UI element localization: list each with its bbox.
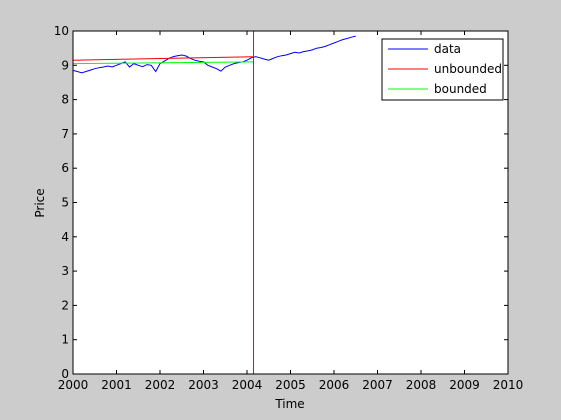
y-tick-label: 7 — [61, 127, 69, 141]
legend-label-unbounded: unbounded — [434, 62, 502, 76]
x-tick-label: 2001 — [101, 378, 132, 392]
legend: data unbounded bounded — [381, 38, 504, 101]
y-tick-label: 2 — [61, 298, 69, 312]
x-axis: 2000 2001 2002 2003 2004 2005 2006 2007 2008 2009… — [58, 31, 524, 392]
y-tick-label: 8 — [61, 93, 69, 107]
y-tick-label: 4 — [61, 230, 69, 244]
x-tick-label: 2004 — [232, 378, 263, 392]
y-tick-label: 10 — [54, 24, 69, 38]
x-tick-label: 2005 — [275, 378, 306, 392]
y-tick-label: 3 — [61, 264, 69, 278]
series-line-unbounded — [72, 56, 254, 61]
y-axis: 0 1 2 3 4 5 6 7 8 9 10 — [54, 24, 508, 381]
y-tick-label: 9 — [61, 58, 69, 72]
y-axis-label: Price — [33, 188, 47, 217]
x-tick-label: 2010 — [493, 378, 524, 392]
x-tick-label: 2009 — [449, 378, 480, 392]
series-line-data — [72, 35, 356, 74]
y-tick-label: 6 — [61, 161, 69, 175]
y-tick-label: 5 — [61, 196, 69, 210]
legend-label-bounded: bounded — [434, 82, 487, 96]
x-tick-label: 2003 — [188, 378, 219, 392]
x-tick-label: 2002 — [145, 378, 176, 392]
series-line-bounded — [72, 61, 254, 65]
x-tick-label: 2008 — [406, 378, 437, 392]
legend-label-data: data — [434, 42, 461, 56]
x-tick-label: 2000 — [58, 378, 89, 392]
y-tick-label: 1 — [61, 333, 69, 347]
x-tick-label: 2007 — [362, 378, 393, 392]
y-tick-label: 0 — [61, 367, 69, 381]
x-tick-label: 2006 — [319, 378, 350, 392]
x-axis-label: Time — [274, 397, 304, 411]
